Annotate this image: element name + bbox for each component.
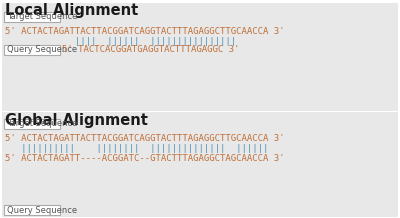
Text: Local Alignment: Local Alignment — [5, 3, 138, 18]
Text: Global Alignment: Global Alignment — [5, 113, 148, 128]
FancyBboxPatch shape — [4, 205, 60, 215]
Text: 5' TACTCACGGATGAGGTACTTTAGAGGC 3': 5' TACTCACGGATGAGGTACTTTAGAGGC 3' — [62, 46, 239, 54]
Text: ||||  ||||||  ||||||||||||||||: |||| |||||| |||||||||||||||| — [5, 37, 236, 46]
Bar — [2, 3, 398, 111]
Bar — [2, 112, 398, 217]
Text: 5' ACTACTAGATTACTTACGGATCAGGTACTTTAGAGGCTTGCAACCA 3': 5' ACTACTAGATTACTTACGGATCAGGTACTTTAGAGGC… — [5, 134, 284, 143]
FancyBboxPatch shape — [4, 12, 60, 22]
Text: Query Sequence: Query Sequence — [7, 46, 77, 54]
Text: 5' ACTACTAGATT----ACGGATC--GTACTTTAGAGGCTAGCAACCA 3': 5' ACTACTAGATT----ACGGATC--GTACTTTAGAGGC… — [5, 154, 284, 163]
Text: Target Sequence: Target Sequence — [7, 119, 77, 128]
Text: Target Sequence: Target Sequence — [7, 12, 77, 22]
Text: ||||||||||    ||||||||  ||||||||||||||  ||||||: |||||||||| |||||||| |||||||||||||| |||||… — [5, 144, 268, 153]
Text: 5' ACTACTAGATTACTTACGGATCAGGTACTTTAGAGGCTTGCAACCA 3': 5' ACTACTAGATTACTTACGGATCAGGTACTTTAGAGGC… — [5, 27, 284, 36]
Text: Query Sequence: Query Sequence — [7, 206, 77, 215]
FancyBboxPatch shape — [4, 119, 60, 129]
FancyBboxPatch shape — [4, 45, 60, 55]
